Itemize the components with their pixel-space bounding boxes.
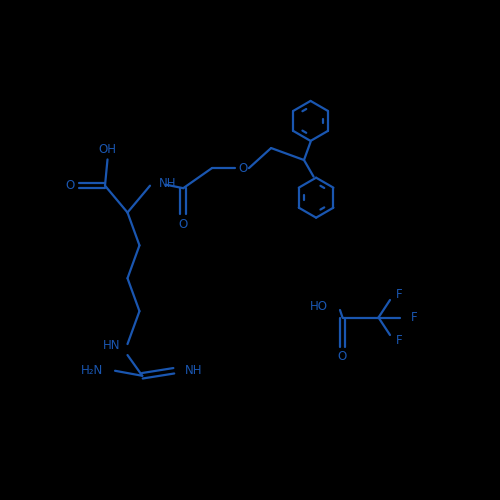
Text: F: F xyxy=(396,334,402,346)
Text: NH: NH xyxy=(159,176,176,190)
Text: HO: HO xyxy=(310,300,328,313)
Text: O: O xyxy=(178,218,188,231)
Text: O: O xyxy=(338,350,347,362)
Text: HN: HN xyxy=(102,338,120,351)
Text: OH: OH xyxy=(98,143,116,156)
Text: F: F xyxy=(396,288,402,302)
Text: NH: NH xyxy=(185,364,202,378)
Text: O: O xyxy=(239,162,248,174)
Text: O: O xyxy=(65,179,74,192)
Text: F: F xyxy=(411,311,418,324)
Text: H₂N: H₂N xyxy=(82,364,104,378)
